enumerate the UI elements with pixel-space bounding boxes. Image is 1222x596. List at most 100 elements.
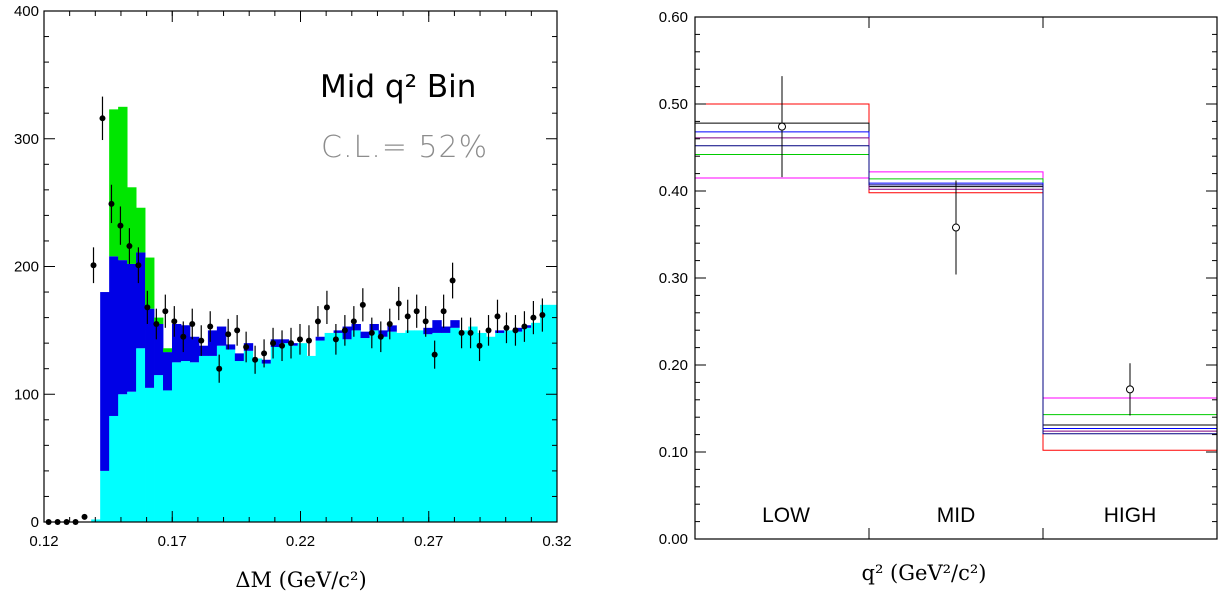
data-point <box>162 308 169 315</box>
y-tick-label: 0.50 <box>659 96 688 113</box>
data-point <box>288 340 295 347</box>
histogram-bar-blue <box>207 330 218 356</box>
histogram-bar-cyan <box>261 363 272 522</box>
data-point <box>485 327 492 334</box>
data-point <box>368 329 375 336</box>
histogram-bar-cyan <box>216 345 227 522</box>
histogram-bar-white <box>531 299 541 323</box>
y-tick-label: 400 <box>14 3 39 20</box>
histogram-bar-cyan <box>414 330 424 523</box>
data-point <box>332 336 339 343</box>
data-point <box>539 312 546 319</box>
histogram-bar-blue <box>279 339 290 344</box>
histogram-bar-blue <box>136 252 146 349</box>
data-point <box>144 304 151 311</box>
histogram-bar-blue <box>225 344 236 350</box>
histogram-bar-cyan <box>297 343 308 522</box>
histogram-bar-blue <box>369 323 379 331</box>
histogram-bar-blue <box>342 326 352 340</box>
histogram-bar-blue <box>495 330 505 333</box>
histogram-bar-blue <box>198 345 209 356</box>
data-point <box>350 318 357 325</box>
x-tick-label: 0.32 <box>542 533 571 550</box>
histogram-bar-cyan <box>145 387 155 522</box>
data-point <box>270 340 277 347</box>
y-tick-label: 100 <box>14 386 39 403</box>
histogram-bar-green <box>109 109 119 257</box>
data-point <box>225 331 232 338</box>
data-point <box>243 343 250 350</box>
histogram-bar-cyan <box>450 327 460 522</box>
model-curve <box>695 131 1217 430</box>
histogram-bar-blue <box>180 325 191 362</box>
annotation-cl: C.L.= 52% <box>321 130 488 165</box>
histogram-bar-cyan <box>495 332 505 522</box>
histogram-bar-cyan <box>360 338 370 522</box>
histogram-bar-blue <box>234 353 245 362</box>
histogram-bar-blue <box>351 323 361 331</box>
data-points <box>45 96 546 525</box>
y-tick-label: 0.30 <box>659 270 688 287</box>
data-point <box>135 262 142 269</box>
data-point <box>503 324 510 331</box>
data-point <box>180 333 187 340</box>
data-point <box>153 320 160 327</box>
histogram-bar-cyan <box>387 331 397 522</box>
y-tick-label: 200 <box>14 259 39 276</box>
y-tick-label: 0.10 <box>659 444 688 461</box>
data-point <box>252 356 259 363</box>
histogram-bar-blue <box>360 331 370 339</box>
data-point <box>81 513 88 520</box>
histogram-bar-blue <box>118 260 128 395</box>
data-point <box>530 314 537 321</box>
annotation-bin: Mid q² Bin <box>320 69 476 105</box>
x-tick-label: 0.22 <box>286 533 315 550</box>
data-point <box>440 308 447 315</box>
y-tick-label: 0.00 <box>659 531 688 548</box>
histogram-bar-blue <box>100 292 110 471</box>
histogram-bar-cyan <box>432 332 442 522</box>
y-tick-label: 0.40 <box>659 183 688 200</box>
right-plot-frame <box>694 16 1218 540</box>
histogram-bar-cyan <box>270 346 281 522</box>
histogram-bar-blue <box>109 256 119 416</box>
histogram-bar-cyan <box>522 327 532 522</box>
q2-bin-label-high: HIGH <box>1104 504 1157 527</box>
data-point <box>458 329 465 336</box>
histogram-bar-cyan <box>468 326 478 522</box>
measured-point <box>778 122 786 131</box>
y-tick-label: 300 <box>14 131 39 148</box>
model-curves <box>695 103 1217 451</box>
x-tick-label: 0.12 <box>29 533 58 550</box>
data-point <box>216 365 223 372</box>
histogram-bar-blue <box>154 323 164 376</box>
data-point <box>126 243 133 250</box>
histogram-bar-cyan <box>378 336 388 522</box>
histogram-bar-cyan <box>189 362 200 522</box>
histogram-bar-cyan <box>163 390 173 522</box>
histogram-bar-cyan <box>342 339 352 522</box>
histogram-bar-blue <box>171 323 182 363</box>
histogram-bar-cyan <box>369 330 379 523</box>
measured-points <box>778 76 1134 416</box>
data-point <box>467 329 474 336</box>
histogram-bar-cyan <box>207 355 218 522</box>
histogram-bar-cyan <box>100 470 110 522</box>
data-point <box>413 308 420 315</box>
histogram-bar-blue <box>423 327 433 335</box>
data-point <box>395 300 402 307</box>
histogram-bar-cyan <box>91 519 101 522</box>
histogram-bar-cyan <box>279 343 290 522</box>
data-point <box>449 277 456 284</box>
histogram-bar-cyan <box>441 332 451 522</box>
histogram-bar-green <box>154 317 164 324</box>
y-tick-label: 0 <box>31 514 39 531</box>
histogram-bar-green <box>118 106 128 261</box>
histogram-bar-cyan <box>154 375 164 522</box>
y-tick-label: 0.60 <box>659 9 688 26</box>
histogram-bar-cyan <box>459 330 469 523</box>
data-point <box>512 327 519 334</box>
measured-point <box>952 223 960 232</box>
data-point <box>476 342 483 349</box>
histogram-bar-cyan <box>127 391 137 522</box>
